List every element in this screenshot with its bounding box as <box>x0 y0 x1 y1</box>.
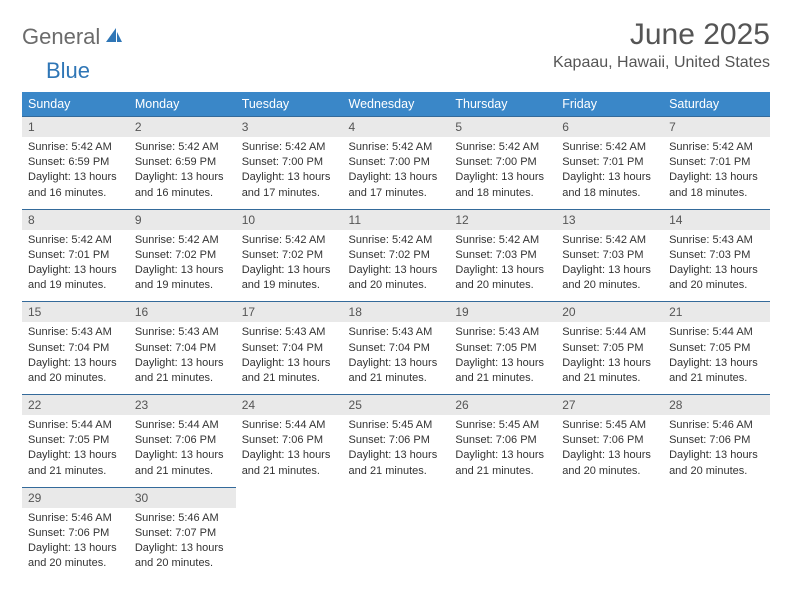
day-number-cell: 5 <box>449 117 556 138</box>
day-number-cell: 23 <box>129 395 236 416</box>
day-number-cell: 11 <box>343 209 450 230</box>
day-number-cell <box>236 487 343 508</box>
day-data-cell: Sunrise: 5:44 AMSunset: 7:05 PMDaylight:… <box>663 322 770 394</box>
day-data-row: Sunrise: 5:43 AMSunset: 7:04 PMDaylight:… <box>22 322 770 394</box>
day-data-cell <box>236 508 343 580</box>
day-number-cell: 24 <box>236 395 343 416</box>
day-number-cell <box>663 487 770 508</box>
day-number-cell: 28 <box>663 395 770 416</box>
brand-part1: General <box>22 24 100 50</box>
day-number-cell: 9 <box>129 209 236 230</box>
day-number-cell <box>343 487 450 508</box>
weekday-header: Sunday <box>22 92 129 117</box>
day-data-cell: Sunrise: 5:44 AMSunset: 7:06 PMDaylight:… <box>129 415 236 487</box>
day-data-cell: Sunrise: 5:44 AMSunset: 7:05 PMDaylight:… <box>556 322 663 394</box>
weekday-header: Monday <box>129 92 236 117</box>
day-number-cell: 14 <box>663 209 770 230</box>
day-number-cell: 27 <box>556 395 663 416</box>
day-number-cell: 30 <box>129 487 236 508</box>
day-number-cell: 20 <box>556 302 663 323</box>
day-data-cell: Sunrise: 5:42 AMSunset: 6:59 PMDaylight:… <box>129 137 236 209</box>
day-number-row: 891011121314 <box>22 209 770 230</box>
brand-sail-icon <box>104 26 124 49</box>
brand-part2: Blue <box>46 58 90 84</box>
day-number-cell: 22 <box>22 395 129 416</box>
day-data-row: Sunrise: 5:44 AMSunset: 7:05 PMDaylight:… <box>22 415 770 487</box>
brand-logo: General <box>22 18 126 50</box>
location-text: Kapaau, Hawaii, United States <box>553 54 770 72</box>
day-number-cell: 2 <box>129 117 236 138</box>
day-data-cell: Sunrise: 5:42 AMSunset: 7:02 PMDaylight:… <box>236 230 343 302</box>
day-number-cell: 1 <box>22 117 129 138</box>
day-data-cell: Sunrise: 5:43 AMSunset: 7:05 PMDaylight:… <box>449 322 556 394</box>
day-data-cell: Sunrise: 5:42 AMSunset: 7:01 PMDaylight:… <box>663 137 770 209</box>
day-data-cell: Sunrise: 5:43 AMSunset: 7:03 PMDaylight:… <box>663 230 770 302</box>
day-data-cell: Sunrise: 5:42 AMSunset: 6:59 PMDaylight:… <box>22 137 129 209</box>
month-title: June 2025 <box>553 18 770 52</box>
day-number-cell: 10 <box>236 209 343 230</box>
calendar-table: Sunday Monday Tuesday Wednesday Thursday… <box>22 92 770 579</box>
day-data-cell: Sunrise: 5:44 AMSunset: 7:06 PMDaylight:… <box>236 415 343 487</box>
day-data-cell: Sunrise: 5:42 AMSunset: 7:03 PMDaylight:… <box>556 230 663 302</box>
day-number-cell: 12 <box>449 209 556 230</box>
weekday-header: Friday <box>556 92 663 117</box>
day-data-cell: Sunrise: 5:42 AMSunset: 7:00 PMDaylight:… <box>449 137 556 209</box>
day-number-cell: 16 <box>129 302 236 323</box>
weekday-header-row: Sunday Monday Tuesday Wednesday Thursday… <box>22 92 770 117</box>
day-number-cell: 17 <box>236 302 343 323</box>
day-data-cell: Sunrise: 5:45 AMSunset: 7:06 PMDaylight:… <box>556 415 663 487</box>
day-data-cell: Sunrise: 5:43 AMSunset: 7:04 PMDaylight:… <box>129 322 236 394</box>
day-data-cell: Sunrise: 5:46 AMSunset: 7:07 PMDaylight:… <box>129 508 236 580</box>
day-number-cell: 18 <box>343 302 450 323</box>
day-number-cell: 6 <box>556 117 663 138</box>
day-data-cell: Sunrise: 5:42 AMSunset: 7:03 PMDaylight:… <box>449 230 556 302</box>
day-data-cell <box>663 508 770 580</box>
day-data-cell: Sunrise: 5:46 AMSunset: 7:06 PMDaylight:… <box>663 415 770 487</box>
day-data-row: Sunrise: 5:42 AMSunset: 7:01 PMDaylight:… <box>22 230 770 302</box>
day-number-row: 15161718192021 <box>22 302 770 323</box>
day-data-cell: Sunrise: 5:43 AMSunset: 7:04 PMDaylight:… <box>236 322 343 394</box>
title-block: June 2025 Kapaau, Hawaii, United States <box>553 18 770 72</box>
day-number-cell: 25 <box>343 395 450 416</box>
weekday-header: Wednesday <box>343 92 450 117</box>
day-number-cell: 3 <box>236 117 343 138</box>
day-data-cell <box>556 508 663 580</box>
day-data-row: Sunrise: 5:42 AMSunset: 6:59 PMDaylight:… <box>22 137 770 209</box>
day-data-cell: Sunrise: 5:43 AMSunset: 7:04 PMDaylight:… <box>343 322 450 394</box>
weekday-header: Thursday <box>449 92 556 117</box>
day-number-row: 2930 <box>22 487 770 508</box>
day-data-cell: Sunrise: 5:42 AMSunset: 7:01 PMDaylight:… <box>556 137 663 209</box>
day-number-cell: 4 <box>343 117 450 138</box>
day-number-cell: 29 <box>22 487 129 508</box>
day-number-cell <box>556 487 663 508</box>
day-data-cell: Sunrise: 5:45 AMSunset: 7:06 PMDaylight:… <box>343 415 450 487</box>
day-data-cell: Sunrise: 5:42 AMSunset: 7:02 PMDaylight:… <box>343 230 450 302</box>
day-number-cell: 13 <box>556 209 663 230</box>
day-data-cell <box>343 508 450 580</box>
day-data-cell: Sunrise: 5:44 AMSunset: 7:05 PMDaylight:… <box>22 415 129 487</box>
day-data-cell: Sunrise: 5:43 AMSunset: 7:04 PMDaylight:… <box>22 322 129 394</box>
day-data-row: Sunrise: 5:46 AMSunset: 7:06 PMDaylight:… <box>22 508 770 580</box>
day-data-cell: Sunrise: 5:42 AMSunset: 7:00 PMDaylight:… <box>236 137 343 209</box>
day-number-cell: 26 <box>449 395 556 416</box>
day-data-cell <box>449 508 556 580</box>
day-number-cell: 7 <box>663 117 770 138</box>
day-number-row: 1234567 <box>22 117 770 138</box>
day-data-cell: Sunrise: 5:46 AMSunset: 7:06 PMDaylight:… <box>22 508 129 580</box>
day-number-cell <box>449 487 556 508</box>
day-data-cell: Sunrise: 5:42 AMSunset: 7:01 PMDaylight:… <box>22 230 129 302</box>
day-data-cell: Sunrise: 5:45 AMSunset: 7:06 PMDaylight:… <box>449 415 556 487</box>
day-data-cell: Sunrise: 5:42 AMSunset: 7:00 PMDaylight:… <box>343 137 450 209</box>
day-number-cell: 21 <box>663 302 770 323</box>
day-number-cell: 19 <box>449 302 556 323</box>
weekday-header: Saturday <box>663 92 770 117</box>
weekday-header: Tuesday <box>236 92 343 117</box>
day-number-cell: 8 <box>22 209 129 230</box>
day-number-cell: 15 <box>22 302 129 323</box>
day-data-cell: Sunrise: 5:42 AMSunset: 7:02 PMDaylight:… <box>129 230 236 302</box>
day-number-row: 22232425262728 <box>22 395 770 416</box>
